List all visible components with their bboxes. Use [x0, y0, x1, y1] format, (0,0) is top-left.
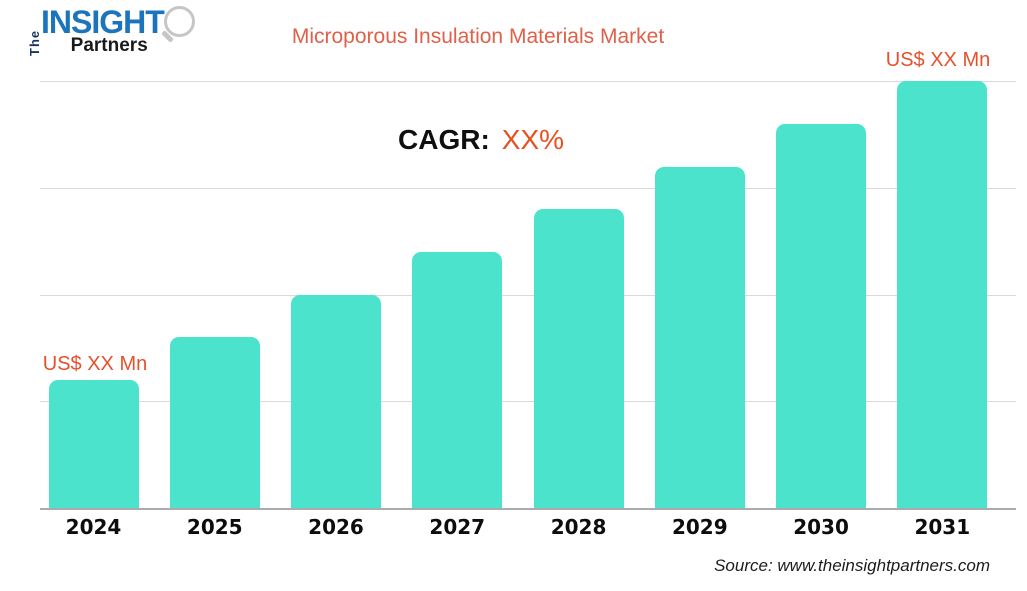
logo-the-text: The	[27, 29, 42, 56]
x-axis-line	[40, 508, 1016, 510]
first-bar-value-label: US$ XX Mn	[42, 353, 148, 375]
bar-2029	[654, 166, 745, 508]
bar-2030	[776, 124, 867, 508]
insight-partners-logo: The INSIGHT Partners	[27, 4, 195, 56]
magnifier-icon	[164, 6, 195, 37]
gridline	[40, 294, 1016, 296]
x-axis-label: 2024	[65, 515, 122, 539]
x-axis-label: 2025	[186, 515, 243, 539]
x-axis-label: 2027	[429, 515, 486, 539]
logo-partners-text: Partners	[70, 35, 148, 56]
page-title: Microporous Insulation Materials Market	[291, 25, 665, 48]
bar-2025	[169, 337, 260, 508]
gridline	[40, 188, 1016, 190]
cagr-value: XX%	[501, 124, 565, 155]
cagr-label: CAGR:	[398, 124, 490, 155]
bar-2026	[291, 294, 382, 508]
bar-2028	[533, 209, 624, 508]
x-axis-label: 2031	[914, 515, 971, 539]
logo-insight-text: INSIGHT	[41, 4, 165, 40]
source-attribution: Source: www.theinsightpartners.com	[714, 556, 990, 575]
bar-2031	[897, 81, 988, 508]
gridline	[40, 401, 1016, 403]
x-axis-label: 2029	[671, 515, 728, 539]
logo-text-block: INSIGHT Partners	[41, 4, 165, 56]
x-axis-label: 2028	[550, 515, 607, 539]
cagr-annotation: CAGR: XX%	[398, 124, 564, 156]
x-axis-label: 2026	[308, 515, 364, 539]
bar-2024	[48, 380, 139, 508]
last-bar-value-label: US$ XX Mn	[885, 49, 991, 71]
gridline	[40, 81, 1016, 83]
x-axis-label: 2030	[793, 515, 849, 539]
bar-2027	[412, 252, 503, 508]
